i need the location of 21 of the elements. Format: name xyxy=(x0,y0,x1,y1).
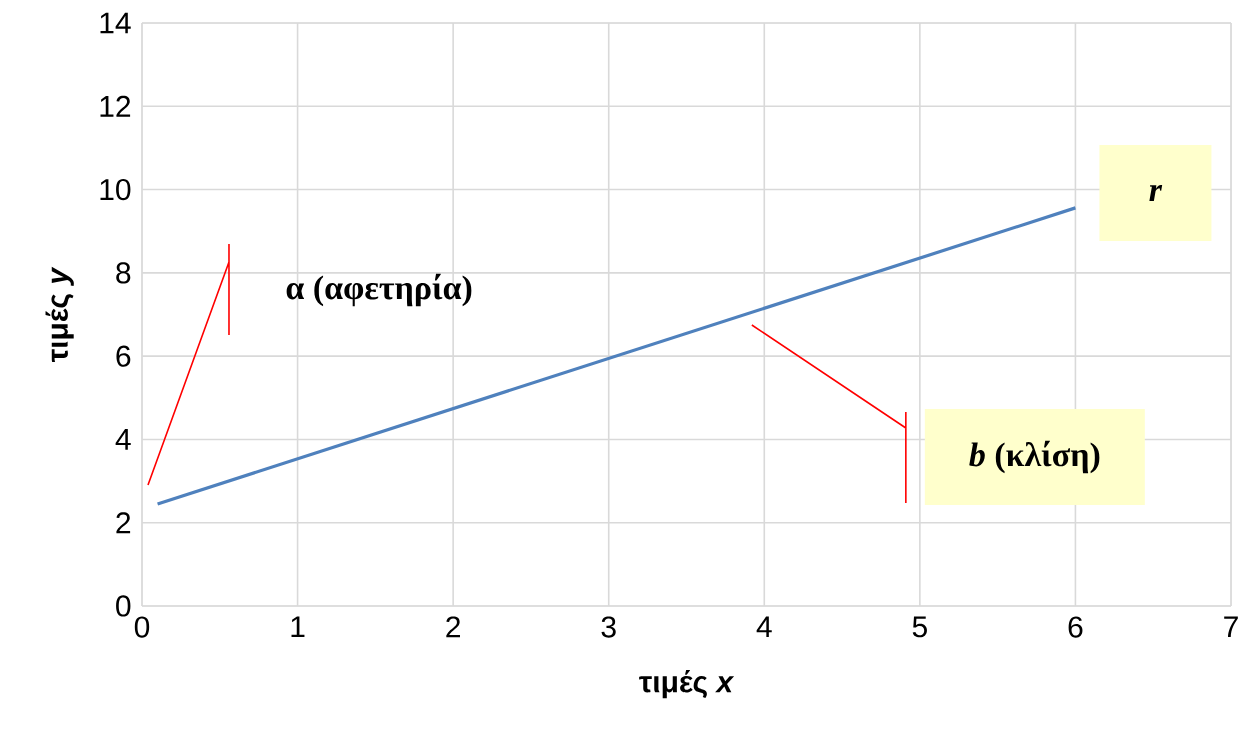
y-tick-label: 4 xyxy=(115,429,131,450)
y-axis-title: τιμές y xyxy=(45,266,74,362)
x-tick-label: 7 xyxy=(1224,616,1238,638)
x-tick-label: 4 xyxy=(756,616,772,638)
y-tick-label: 10 xyxy=(100,178,131,201)
x-tick-label: 3 xyxy=(601,616,616,638)
x-tick-label: 1 xyxy=(291,616,305,638)
y-tick-label: 14 xyxy=(100,12,131,34)
y-tick-label: 2 xyxy=(116,512,131,534)
annotation: b (κλίση) xyxy=(969,440,1100,474)
x-tick-label: 2 xyxy=(446,616,460,638)
x-tick-label: 0 xyxy=(134,616,150,638)
x-tick-label: 6 xyxy=(1068,616,1083,638)
y-tick-label: 12 xyxy=(100,95,131,117)
y-tick-label: 6 xyxy=(116,345,131,367)
annotation: r xyxy=(1149,184,1163,201)
y-tick-label: 0 xyxy=(116,595,131,617)
y-tick-label: 8 xyxy=(116,262,131,284)
x-tick-label: 5 xyxy=(912,616,927,638)
annotation: α (αφετηρία) xyxy=(286,273,472,307)
x-axis-title: τιμές x xyxy=(639,670,735,699)
